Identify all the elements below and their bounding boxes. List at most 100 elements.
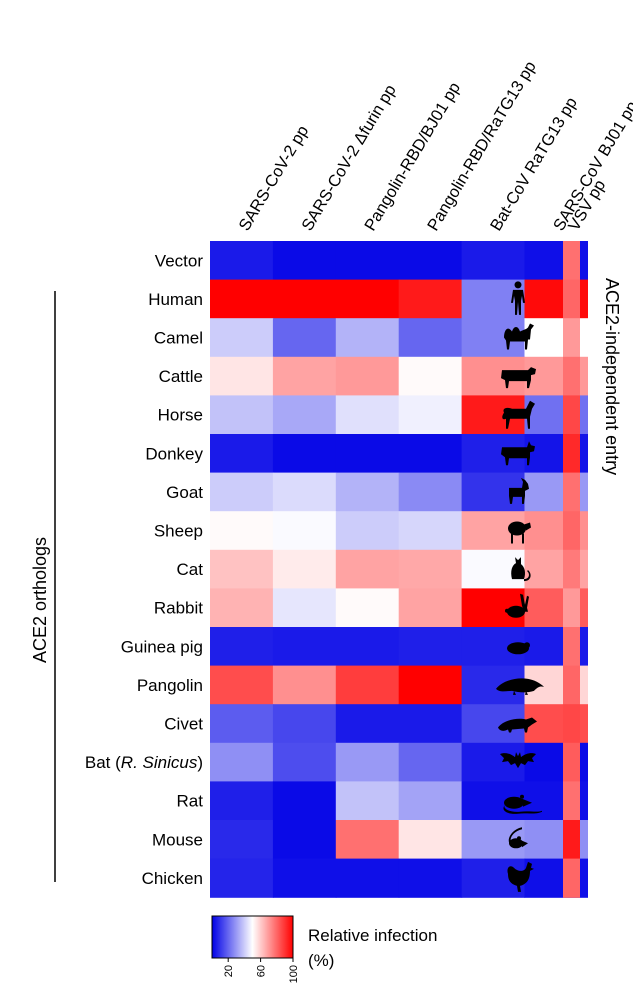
camel-icon <box>504 323 534 350</box>
heatmap-cell <box>272 820 337 860</box>
vsv-cell <box>563 781 580 821</box>
heatmap-cell <box>272 781 337 821</box>
heatmap-cell <box>272 742 337 782</box>
heatmap-cell <box>210 665 274 705</box>
color-legend: 20 60 100 Relative infection (%) <box>211 915 437 983</box>
legend-tick-label: 100 <box>288 965 300 983</box>
row-label: Rat <box>177 792 204 811</box>
heatmap-cell <box>461 241 526 281</box>
heatmap-cell <box>335 665 400 705</box>
heatmap-cell <box>398 279 463 319</box>
heatmap-cell <box>272 434 337 474</box>
vsv-cell <box>563 356 580 396</box>
heatmap-cell <box>335 318 400 358</box>
row-label: Mouse <box>152 830 203 849</box>
heatmap-cell <box>335 549 400 589</box>
row-label: Horse <box>158 406 203 425</box>
heatmap-cell <box>272 279 337 319</box>
guinea-pig-icon <box>507 642 530 655</box>
row-labels: Vector Human Camel Cattle Horse Donkey Goat She… <box>85 251 204 888</box>
heatmap-cell <box>210 356 274 396</box>
row-label: Rabbit <box>154 599 203 618</box>
vsv-cell <box>563 241 580 281</box>
heatmap-cell <box>210 511 274 551</box>
ace2-orthologs-label: ACE2 orthologs <box>30 537 50 663</box>
heatmap-cells <box>210 241 588 898</box>
row-label: Bat (R. Sinicus) <box>85 753 203 772</box>
row-label: Vector <box>155 251 204 270</box>
rat-icon <box>503 794 542 814</box>
heatmap-cell <box>272 588 337 628</box>
heatmap-cell <box>210 588 274 628</box>
legend-title: Relative infection <box>308 926 437 945</box>
heatmap-cell <box>210 742 274 782</box>
heatmap-cell <box>335 627 400 667</box>
heatmap-cell <box>335 356 400 396</box>
heatmap-cell <box>210 395 274 435</box>
heatmap-cell <box>398 742 463 782</box>
heatmap-cell <box>210 434 274 474</box>
heatmap-cell <box>398 665 463 705</box>
vsv-cell <box>563 858 580 898</box>
heatmap-cell <box>272 511 337 551</box>
row-label: Sheep <box>154 522 203 541</box>
heatmap-cell <box>210 820 274 860</box>
row-label: Donkey <box>145 444 203 463</box>
heatmap-cell <box>398 588 463 628</box>
heatmap-cell <box>398 356 463 396</box>
heatmap-cell <box>335 472 400 512</box>
vsv-cell <box>563 434 580 474</box>
human-icon <box>511 281 525 315</box>
heatmap-cell <box>335 858 400 898</box>
row-label: Goat <box>166 483 203 502</box>
civet-icon <box>498 717 537 733</box>
column-label: SARS-CoV-2 pp <box>235 123 312 234</box>
goat-icon <box>509 477 529 504</box>
rabbit-icon <box>505 593 529 618</box>
heatmap-cell <box>272 549 337 589</box>
heatmap-cell <box>335 781 400 821</box>
row-label: Cat <box>177 560 204 579</box>
chicken-icon <box>507 861 534 892</box>
legend-tick-label: 20 <box>223 965 235 977</box>
heatmap-cell <box>210 318 274 358</box>
heatmap-cell <box>335 742 400 782</box>
heatmap-cell <box>210 241 274 281</box>
heatmap-cell <box>398 627 463 667</box>
heatmap-cell <box>398 395 463 435</box>
mouse-icon <box>508 827 528 849</box>
heatmap-cell <box>210 781 274 821</box>
sheep-icon <box>508 521 531 544</box>
heatmap-cell <box>272 318 337 358</box>
heatmap-cell <box>335 434 400 474</box>
pangolin-icon <box>496 678 544 695</box>
heatmap-cell <box>335 241 400 281</box>
vsv-cell <box>563 588 580 628</box>
vsv-control-cells <box>563 241 580 898</box>
row-label: Camel <box>154 329 203 348</box>
ortholog-bracket: ACE2 orthologs <box>30 291 56 882</box>
bat-icon <box>500 752 536 769</box>
vsv-cell <box>563 395 580 435</box>
heatmap-cell <box>210 279 274 319</box>
heatmap-cell <box>272 395 337 435</box>
heatmap-cell <box>335 704 400 744</box>
heatmap-cell <box>210 704 274 744</box>
ace2-independent-entry-label: ACE2-independent entry <box>602 278 622 475</box>
heatmap-cell <box>335 820 400 860</box>
heatmap-cell <box>398 858 463 898</box>
vsv-cell <box>563 318 580 358</box>
heatmap-cell <box>272 356 337 396</box>
heatmap-cell <box>398 434 463 474</box>
heatmap-cell <box>272 241 337 281</box>
heatmap-cell <box>272 472 337 512</box>
column-label: Pangolin-RBD/RaTG13 pp <box>424 58 540 234</box>
row-label: Civet <box>164 715 203 734</box>
horse-icon <box>502 400 535 429</box>
vsv-cell <box>563 472 580 512</box>
heatmap-cell <box>272 665 337 705</box>
row-label: Cattle <box>159 367 203 386</box>
heatmap-cell <box>210 549 274 589</box>
